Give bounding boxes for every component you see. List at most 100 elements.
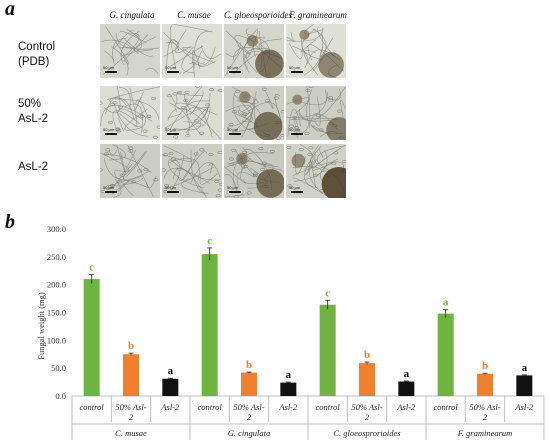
micrograph-r1-c2: 50 μm: [162, 24, 222, 78]
micrograph-r3-c3: 50 μm: [224, 144, 284, 198]
row-label-50-asl2: 50% AsL-2: [18, 97, 48, 127]
bar: [477, 373, 493, 396]
bar: [241, 372, 257, 396]
x-tick-label: control: [316, 402, 341, 412]
scale-bar-label: 50 μm: [165, 185, 177, 190]
x-tick-label-continuation: 2: [365, 412, 370, 422]
scale-bar: [105, 133, 117, 135]
row-label-asl2: AsL-2: [18, 160, 48, 175]
scale-bar: [167, 71, 179, 73]
micrograph-r2-c3: 50 μm: [224, 86, 284, 140]
row-label-50-asl2-line-1: 50%: [18, 98, 42, 110]
significance-letter: b: [482, 360, 488, 372]
significance-letter: b: [128, 340, 134, 352]
y-tick-label: 0.0: [55, 391, 66, 401]
group-label: C. musae: [115, 428, 147, 438]
group-label: G. cingulata: [228, 428, 271, 438]
y-axis-label: Fungal weight (mg): [36, 292, 46, 360]
bar: [201, 254, 218, 396]
scale-bar: [229, 191, 241, 193]
scale-bar-label: 50 μm: [227, 185, 239, 190]
scale-bar-label: 50 μm: [103, 65, 115, 70]
significance-letter: a: [522, 362, 528, 374]
group-label: C. gloeosprorioides: [333, 428, 401, 438]
micrograph-r2-c4: 50 μm: [286, 86, 346, 140]
micrograph-r3-c1: 50 μm: [100, 144, 160, 198]
micrograph-r1-c3: 50 μm: [224, 24, 284, 78]
row-label-control: Control (PDB): [18, 40, 55, 70]
significance-letter: a: [443, 297, 449, 309]
column-header-g-cingulata: G. cingulata: [109, 10, 155, 20]
scale-bar: [229, 133, 241, 135]
x-tick-label: 50% Asl-: [469, 402, 500, 412]
scale-bar-label: 50 μm: [103, 127, 115, 132]
x-tick-label: Asl-2: [160, 402, 180, 412]
row-label-asl2-line-1: AsL-2: [18, 161, 49, 173]
column-header-c-musae: C. musae: [177, 10, 211, 20]
significance-letter: a: [404, 368, 410, 380]
bar: [398, 381, 415, 396]
micrograph-r1-c1: 50 μm: [100, 24, 160, 78]
x-tick-label-continuation: 2: [129, 412, 134, 422]
scale-bar-label: 50 μm: [165, 127, 177, 132]
x-tick-label: Asl-2: [514, 402, 534, 412]
significance-letter: a: [286, 369, 292, 381]
y-tick-label: 150.0: [47, 308, 66, 318]
micrograph-r2-c2: 50 μm: [162, 86, 222, 140]
x-tick-label: 50% Asl-: [233, 402, 264, 412]
scale-bar: [291, 71, 303, 73]
x-tick-label: control: [434, 402, 459, 412]
bar: [319, 304, 336, 396]
scale-bar: [229, 71, 241, 73]
bar: [162, 378, 179, 396]
x-tick-label: 50% Asl-: [351, 402, 382, 412]
micrograph-r3-c2: 50 μm: [162, 144, 222, 198]
significance-letter: a: [168, 365, 174, 377]
bar: [83, 279, 100, 396]
bar: [123, 354, 139, 396]
micrograph-r3-c4: 50 μm: [286, 144, 346, 198]
scale-bar-label: 50 μm: [289, 185, 301, 190]
y-tick-label: 100.0: [47, 335, 66, 345]
significance-letter: c: [89, 262, 94, 274]
y-tick-label: 300.0: [47, 224, 66, 234]
x-tick-label: Asl-2: [278, 402, 298, 412]
bar: [516, 375, 533, 396]
scale-bar-label: 50 μm: [165, 65, 177, 70]
y-tick-label: 200.0: [47, 280, 66, 290]
scale-bar: [167, 191, 179, 193]
panel-a-letter: a: [5, 0, 15, 20]
bar: [359, 363, 375, 396]
row-label-control-line-2: (PDB): [18, 56, 50, 68]
scale-bar: [167, 133, 179, 135]
significance-letter: c: [325, 287, 330, 299]
bar: [437, 313, 454, 396]
group-label: F. graminearum: [457, 428, 513, 438]
x-tick-label: 50% Asl-: [115, 402, 146, 412]
row-label-50-asl2-line-2: AsL-2: [18, 113, 49, 125]
x-tick-label: control: [198, 402, 223, 412]
y-tick-label: 50.0: [51, 363, 66, 373]
significance-letter: c: [207, 235, 212, 247]
scale-bar-label: 50 μm: [289, 127, 301, 132]
scale-bar-label: 50 μm: [227, 65, 239, 70]
panel-b-letter: b: [5, 211, 15, 233]
bar: [280, 382, 297, 396]
scale-bar-label: 50 μm: [227, 127, 239, 132]
scale-bar-label: 50 μm: [103, 185, 115, 190]
column-header-f-graminearum: F. graminearum: [289, 10, 347, 20]
column-header-c-gloeosporioides: C. gloeosporioides: [224, 10, 293, 20]
row-label-control-line-1: Control: [18, 41, 56, 53]
micrograph-r2-c1: 50 μm: [100, 86, 160, 140]
significance-letter: b: [364, 349, 370, 361]
x-tick-label-continuation: 2: [247, 412, 252, 422]
scale-bar: [291, 191, 303, 193]
scale-bar: [291, 133, 303, 135]
micrograph-r1-c4: 50 μm: [286, 24, 346, 78]
x-tick-label: control: [80, 402, 105, 412]
scale-bar: [105, 71, 117, 73]
significance-letter: b: [246, 359, 252, 371]
x-tick-label: Asl-2: [396, 402, 416, 412]
x-tick-label-continuation: 2: [483, 412, 488, 422]
